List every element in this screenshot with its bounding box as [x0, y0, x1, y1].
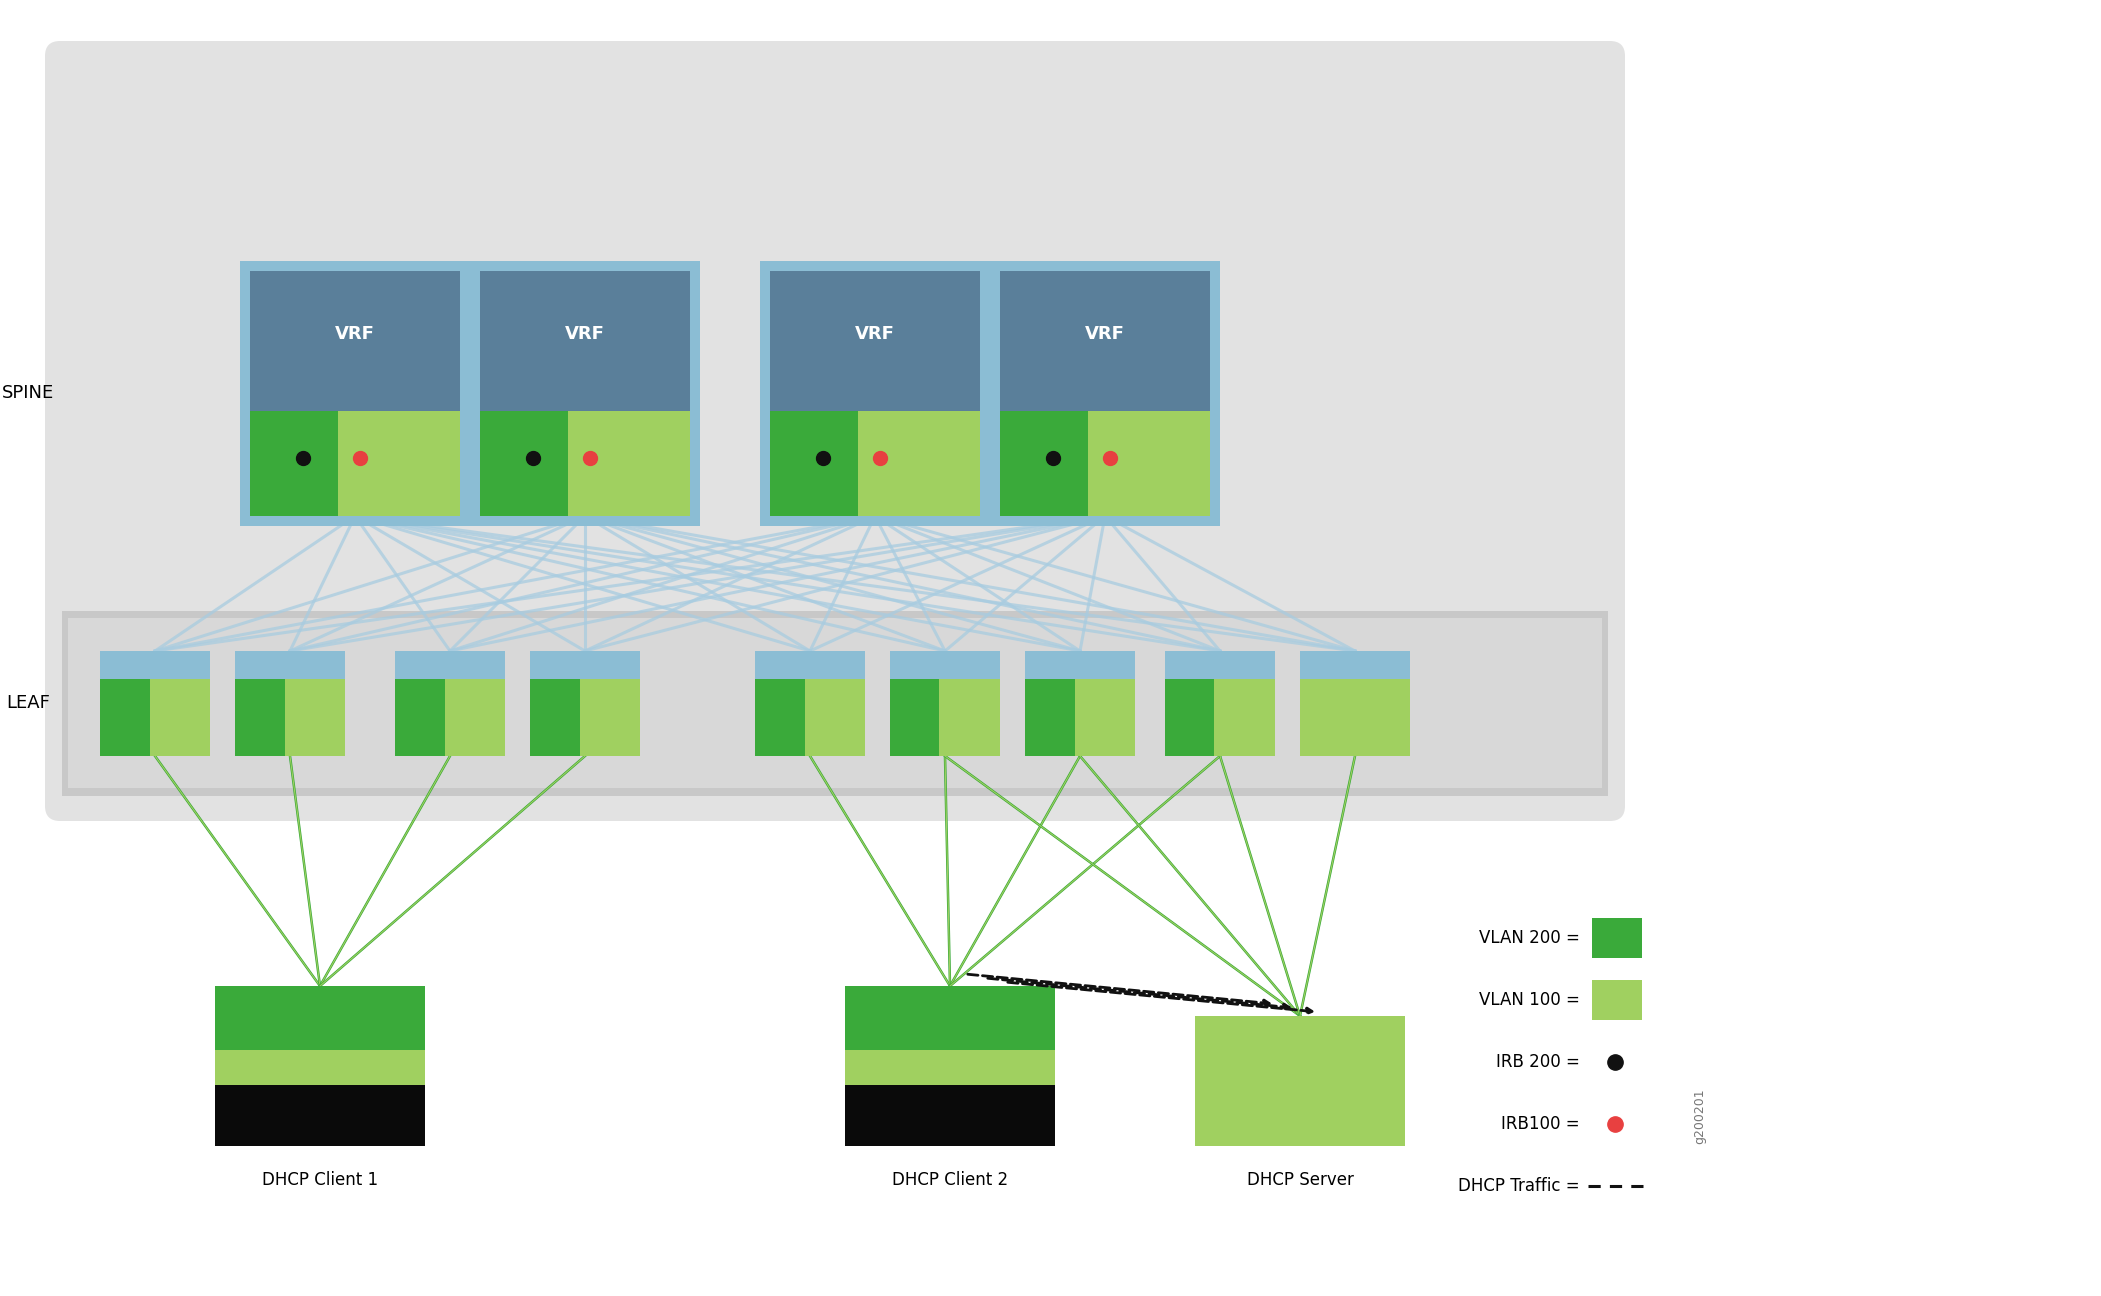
Bar [1301, 679, 1410, 756]
Bar [1214, 679, 1275, 756]
Bar [1088, 411, 1210, 516]
Text: DHCP Server: DHCP Server [1246, 1172, 1353, 1188]
Text: VLAN 100 =: VLAN 100 = [1479, 991, 1580, 1010]
Bar [1074, 679, 1135, 756]
Bar [769, 271, 979, 411]
Bar [250, 271, 460, 411]
Text: SPINE: SPINE [2, 385, 55, 403]
Bar [63, 610, 1607, 796]
Bar [338, 411, 460, 516]
FancyBboxPatch shape [471, 260, 700, 526]
Text: DHCP Traffic =: DHCP Traffic = [1458, 1177, 1580, 1195]
Bar [395, 679, 445, 756]
Bar [284, 679, 345, 756]
Bar [1301, 651, 1410, 679]
Bar [445, 679, 504, 756]
Text: VRF: VRF [334, 325, 374, 343]
Text: DHCP Client 2: DHCP Client 2 [893, 1172, 1008, 1188]
Bar [1164, 651, 1275, 679]
FancyBboxPatch shape [990, 260, 1221, 526]
Text: DHCP Client 1: DHCP Client 1 [263, 1172, 378, 1188]
Text: IRB100 =: IRB100 = [1502, 1115, 1580, 1133]
Bar [580, 679, 641, 756]
Bar [857, 411, 979, 516]
Bar [1593, 980, 1643, 1020]
Text: IRB 200 =: IRB 200 = [1496, 1052, 1580, 1070]
Bar [769, 411, 857, 516]
Bar [891, 651, 1000, 679]
Text: VRF: VRF [565, 325, 605, 343]
Bar [1025, 679, 1074, 756]
Bar [1195, 1016, 1406, 1146]
Bar [1000, 271, 1210, 411]
Bar [101, 651, 210, 679]
Text: g200201: g200201 [1693, 1089, 1706, 1144]
Bar [1593, 918, 1643, 958]
Bar [805, 679, 866, 756]
Bar [479, 411, 567, 516]
Bar [395, 651, 504, 679]
Bar [845, 1085, 1055, 1146]
Bar [529, 679, 580, 756]
Bar [754, 651, 866, 679]
Text: VRF: VRF [1084, 325, 1124, 343]
Bar [235, 679, 284, 756]
FancyBboxPatch shape [44, 41, 1624, 820]
Bar [214, 1085, 424, 1146]
Bar [891, 679, 939, 756]
Bar [67, 618, 1601, 788]
Bar [1000, 411, 1088, 516]
FancyBboxPatch shape [240, 260, 471, 526]
Bar [214, 1050, 424, 1085]
Text: VRF: VRF [855, 325, 895, 343]
Bar [845, 1050, 1055, 1085]
Bar [250, 411, 338, 516]
Bar [101, 679, 149, 756]
Bar [1025, 651, 1135, 679]
Bar [939, 679, 1000, 756]
Bar [845, 986, 1055, 1050]
Bar [149, 679, 210, 756]
Bar [1164, 679, 1214, 756]
Bar [567, 411, 689, 516]
Bar [529, 651, 641, 679]
Text: VLAN 200 =: VLAN 200 = [1479, 929, 1580, 947]
Bar [479, 271, 689, 411]
FancyBboxPatch shape [761, 260, 990, 526]
Text: LEAF: LEAF [6, 695, 50, 713]
Bar [235, 651, 345, 679]
Bar [214, 986, 424, 1050]
Bar [754, 679, 805, 756]
